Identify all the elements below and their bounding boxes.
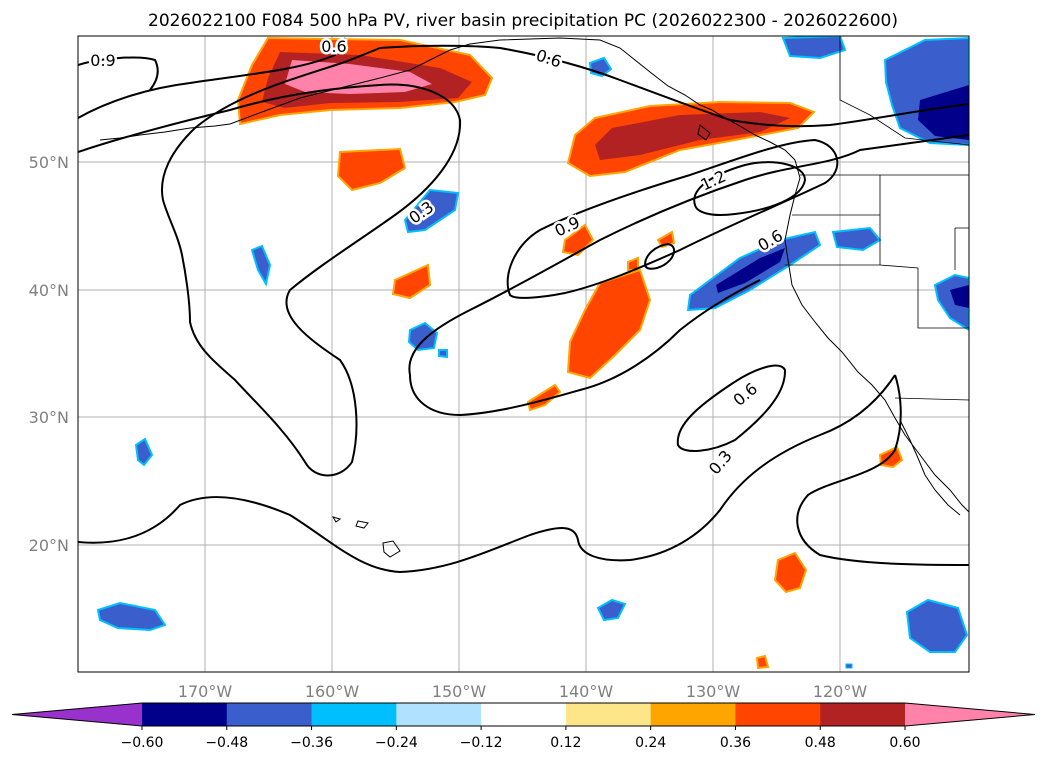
precip-area-central-north xyxy=(336,147,407,192)
colorbar-extend-high xyxy=(905,703,1035,726)
precip-area-southeast xyxy=(905,598,969,653)
precip-area-southwest xyxy=(96,601,167,632)
lat-tick-label: 50°N xyxy=(29,153,69,172)
pv-contour-0.9-north xyxy=(78,37,346,119)
contour-label: 0.9 xyxy=(90,51,115,70)
colorbar-extend-low xyxy=(12,703,142,726)
border-nevada xyxy=(879,264,969,329)
map-background xyxy=(78,36,969,672)
colorbar-tick-label: 0.36 xyxy=(720,735,751,751)
lon-tick-label: 160°W xyxy=(305,682,360,701)
negative-precip-areas xyxy=(96,36,969,669)
pv-contour-1.2-small xyxy=(643,242,676,270)
lat-tick-label: 30°N xyxy=(29,408,69,427)
colorbar-tick-label: 0.24 xyxy=(635,735,666,751)
longitude-ticks: 170°W 160°W 150°W 140°W 130°W 120°W xyxy=(178,682,868,701)
coastlines xyxy=(99,37,969,558)
colorbar-tick-label: 0.60 xyxy=(889,735,920,751)
pv-contour-1.2 xyxy=(693,161,807,216)
lon-tick-label: 140°W xyxy=(559,682,614,701)
pv-contour-0.9-trough xyxy=(506,138,839,299)
colorbar-swatch xyxy=(481,703,567,726)
colorbar-tick-label: 0.48 xyxy=(805,735,836,751)
precip-area-pacific-northwest-inland xyxy=(883,36,969,147)
colorbar-swatch xyxy=(650,703,736,726)
colorbar: −0.60 −0.48 −0.36 −0.24 −0.12 0.12 0.24 0.36 0.4… xyxy=(11,702,1036,751)
coastline-baja xyxy=(899,419,961,516)
border-interior-east xyxy=(954,227,969,270)
lon-tick-label: 130°W xyxy=(686,682,741,701)
coastline-alaska xyxy=(229,37,796,161)
lon-tick-label: 120°W xyxy=(813,682,868,701)
colorbar-swatch xyxy=(142,703,228,726)
latitude-ticks: 50°N 40°N 30°N 20°N xyxy=(29,153,69,555)
colorbar-tick-label: −0.48 xyxy=(205,735,248,751)
pv-contour-0.6-south xyxy=(676,364,787,452)
precip-area-central-dot xyxy=(438,349,448,359)
precip-area-nevada xyxy=(831,226,882,252)
lat-tick-label: 40°N xyxy=(29,281,69,300)
colorbar-tick-label: 0.12 xyxy=(550,735,581,751)
precip-area-west-dot xyxy=(134,437,154,467)
colorbar-swatch xyxy=(565,703,652,726)
lon-tick-label: 170°W xyxy=(178,682,233,701)
gridlines xyxy=(78,36,969,672)
coastline-haida-gwaii xyxy=(697,124,711,141)
lat-tick-label: 20°N xyxy=(29,536,69,555)
precip-area-south xyxy=(773,551,808,594)
precip-area-south-edge xyxy=(755,654,770,670)
precip-area-south-central xyxy=(596,598,627,622)
colorbar-swatch xyxy=(820,703,906,726)
colorbar-tick-label: −0.24 xyxy=(375,735,418,751)
precip-area-north-central xyxy=(403,188,460,234)
precip-area-south-dot xyxy=(845,663,853,669)
coastline-hawaii-big-island xyxy=(382,540,401,558)
contour-label: 0.6 xyxy=(321,37,346,56)
colorbar-swatch xyxy=(735,703,821,726)
colorbar-swatches xyxy=(11,702,1036,727)
colorbar-ticks: −0.60 −0.48 −0.36 −0.24 −0.12 0.12 0.24 0.36 0.4… xyxy=(121,726,921,751)
pv-contours xyxy=(78,37,969,574)
map-frame xyxy=(77,35,970,673)
colorbar-tick-label: −0.60 xyxy=(121,735,164,751)
colorbar-tick-label: −0.36 xyxy=(290,735,333,751)
lon-tick-label: 150°W xyxy=(432,682,487,701)
precip-area-west-small xyxy=(250,244,272,287)
precip-area-bc-coast xyxy=(566,100,816,178)
pv-contour-0.3-east-closing xyxy=(796,374,969,566)
precip-area-interior-west xyxy=(933,273,969,332)
coastline-hawaii-maui xyxy=(355,520,369,529)
pv-contour-0.3-outer xyxy=(78,374,896,574)
coastline-west-coast xyxy=(784,159,969,513)
border-mexico xyxy=(894,397,969,401)
colorbar-swatch xyxy=(226,703,313,726)
map-panel: 0.9 0.6 0.6 0.3 1.2 0.9 0.6 0.6 0.3 50°N… xyxy=(29,35,970,701)
precip-area-central-blob xyxy=(407,321,439,352)
coastline-hawaii-oahu xyxy=(331,516,342,523)
precip-area-central-small xyxy=(391,263,432,300)
colorbar-swatch xyxy=(396,703,482,726)
colorbar-swatch xyxy=(311,703,397,726)
colorbar-tick-label: −0.12 xyxy=(460,735,503,751)
map-title: 2026022100 F084 500 hPa PV, river basin … xyxy=(148,11,898,31)
pv-contour-0.6-main xyxy=(78,44,969,477)
pv-contour-0.6-inner xyxy=(408,134,969,417)
